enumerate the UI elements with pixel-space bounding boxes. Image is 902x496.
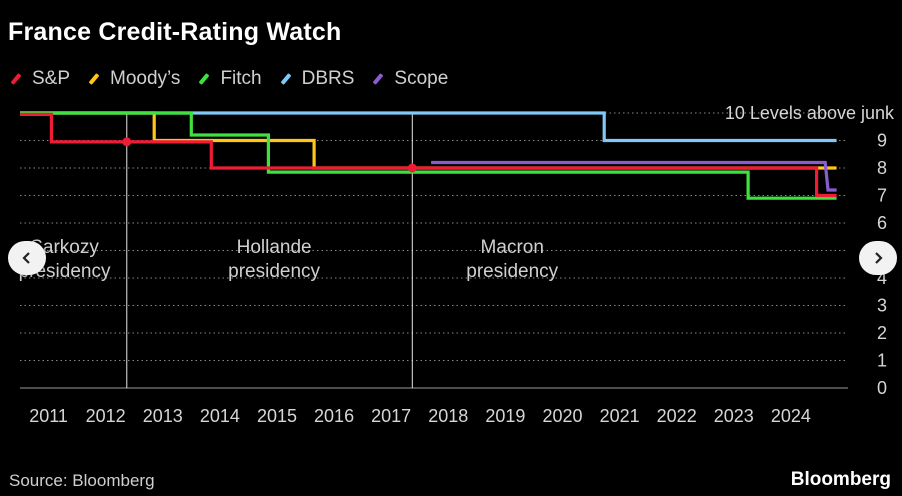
y-top-label: 10 Levels above junk bbox=[725, 103, 895, 123]
legend-label: Moody’s bbox=[110, 68, 181, 89]
event-marker bbox=[122, 137, 132, 147]
presidency-label: Macron bbox=[481, 237, 544, 258]
x-tick-label: 2015 bbox=[257, 406, 297, 426]
legend-item: DBRS bbox=[280, 68, 355, 90]
series-line-sp bbox=[20, 112, 837, 198]
bloomberg-logo: Bloomberg bbox=[790, 469, 891, 490]
series-line-fitch bbox=[20, 111, 837, 200]
x-tick-label: 2021 bbox=[600, 406, 640, 426]
carousel-next-button[interactable] bbox=[859, 241, 897, 275]
x-tick-label: 2012 bbox=[86, 406, 126, 426]
x-tick-label: 2020 bbox=[542, 406, 582, 426]
y-tick-label: 0 bbox=[877, 378, 887, 398]
y-tick-label: 8 bbox=[877, 158, 887, 178]
y-tick-label: 1 bbox=[877, 351, 887, 371]
series-line-dbrs bbox=[20, 111, 837, 143]
x-tick-label: 2011 bbox=[29, 406, 68, 426]
y-tick-label: 7 bbox=[877, 186, 887, 206]
legend-label: Fitch bbox=[220, 68, 262, 89]
presidency-label: presidency bbox=[466, 261, 558, 282]
legend-item: Fitch bbox=[198, 68, 262, 90]
x-tick-label: 2019 bbox=[485, 406, 525, 426]
presidency-label: Hollande bbox=[237, 237, 312, 258]
legend-label: DBRS bbox=[301, 68, 355, 89]
x-tick-label: 2017 bbox=[371, 406, 411, 426]
legend-item: Scope bbox=[372, 68, 448, 90]
x-tick-label: 2013 bbox=[143, 406, 183, 426]
chart-title: France Credit-Rating Watch bbox=[8, 18, 342, 46]
x-tick-label: 2023 bbox=[714, 406, 754, 426]
legend-item: S&P bbox=[10, 68, 70, 90]
event-marker bbox=[407, 163, 417, 173]
presidency-label: presidency bbox=[228, 261, 320, 282]
y-tick-label: 2 bbox=[877, 323, 887, 343]
x-tick-label: 2024 bbox=[771, 406, 811, 426]
presidency-label: Sarkozy bbox=[30, 237, 99, 258]
legend-item: Moody’s bbox=[88, 68, 180, 90]
legend-label: S&P bbox=[32, 68, 71, 89]
legend-label: Scope bbox=[394, 68, 449, 89]
carousel-prev-button[interactable] bbox=[8, 241, 46, 275]
y-tick-label: 3 bbox=[877, 296, 887, 316]
chevron-right-icon bbox=[875, 252, 883, 264]
x-tick-label: 2016 bbox=[314, 406, 354, 426]
source-note: Source: Bloomberg bbox=[9, 471, 155, 490]
x-tick-label: 2014 bbox=[200, 406, 240, 426]
y-tick-label: 4 bbox=[877, 268, 887, 288]
chevron-left-icon bbox=[22, 252, 30, 264]
legend: S&P Moody’s Fitch DBRS Scope bbox=[10, 68, 466, 90]
x-tick-label: 2022 bbox=[657, 406, 697, 426]
y-tick-label: 9 bbox=[877, 131, 887, 151]
y-tick-label: 6 bbox=[877, 213, 887, 233]
x-tick-label: 2018 bbox=[428, 406, 468, 426]
series-line-scope bbox=[431, 160, 837, 192]
